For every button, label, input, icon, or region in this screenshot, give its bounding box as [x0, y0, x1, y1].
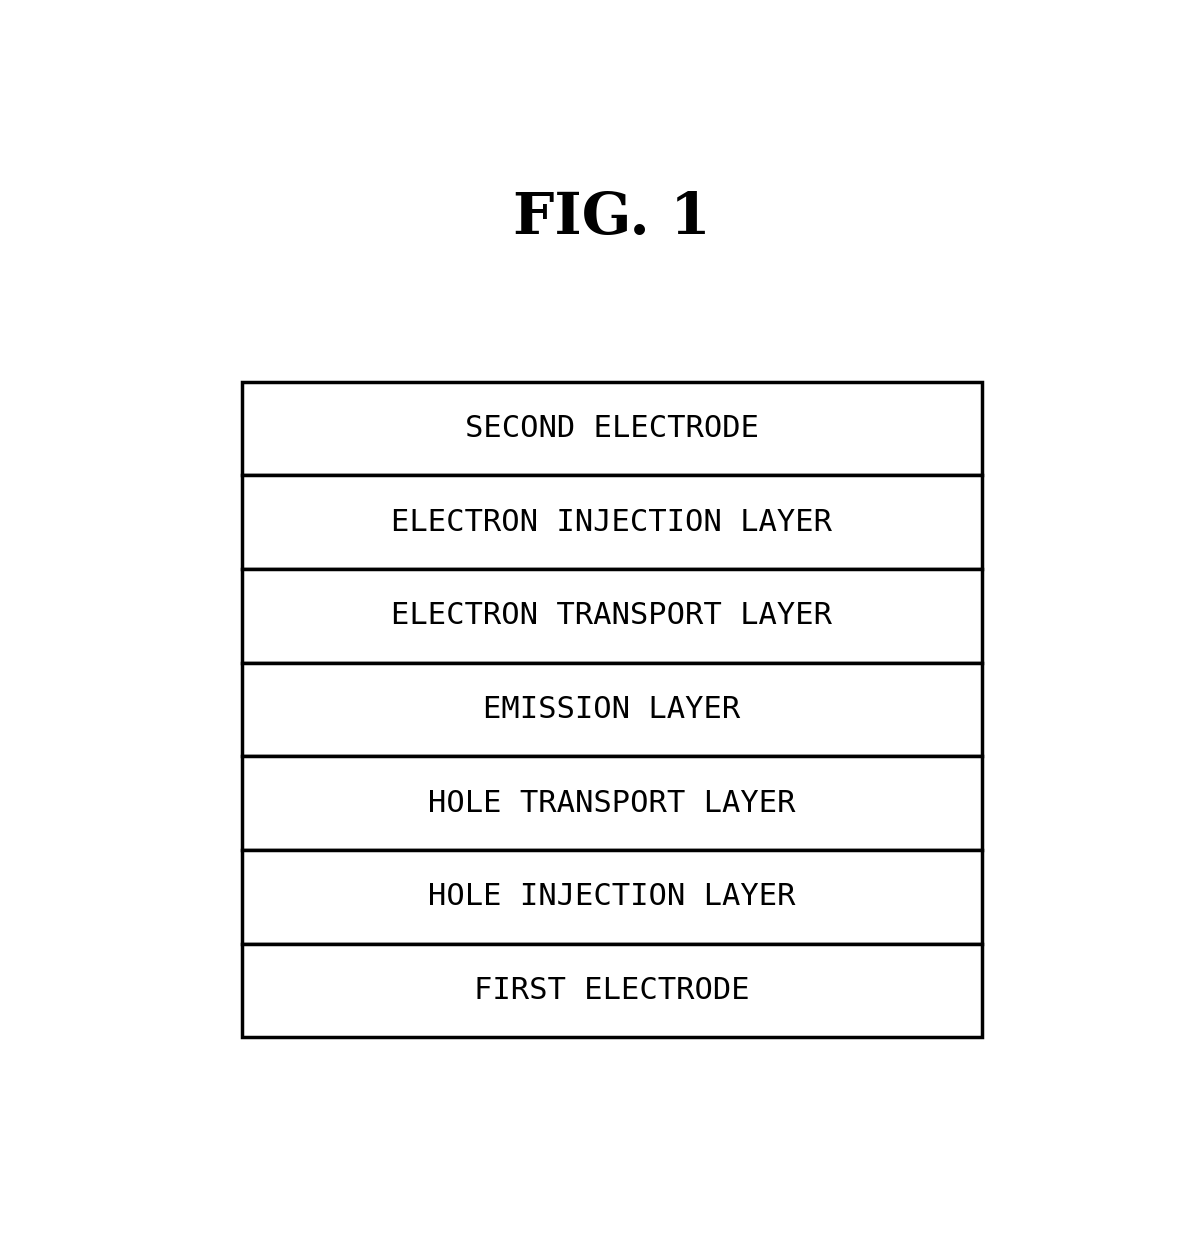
Bar	[241, 382, 983, 476]
Bar	[241, 662, 983, 756]
Text: FIRST ELECTRODE: FIRST ELECTRODE	[474, 975, 750, 1005]
Text: SECOND ELECTRODE: SECOND ELECTRODE	[464, 414, 759, 443]
Bar	[241, 756, 983, 850]
Bar	[241, 476, 983, 568]
Bar	[241, 850, 983, 944]
Text: EMISSION LAYER: EMISSION LAYER	[484, 695, 740, 724]
Text: FIG. 1: FIG. 1	[513, 190, 710, 245]
Text: ELECTRON INJECTION LAYER: ELECTRON INJECTION LAYER	[392, 507, 832, 537]
Text: HOLE TRANSPORT LAYER: HOLE TRANSPORT LAYER	[429, 789, 795, 818]
Text: HOLE INJECTION LAYER: HOLE INJECTION LAYER	[429, 883, 795, 911]
Text: ELECTRON TRANSPORT LAYER: ELECTRON TRANSPORT LAYER	[392, 601, 832, 630]
Bar	[241, 568, 983, 662]
Bar	[241, 944, 983, 1037]
